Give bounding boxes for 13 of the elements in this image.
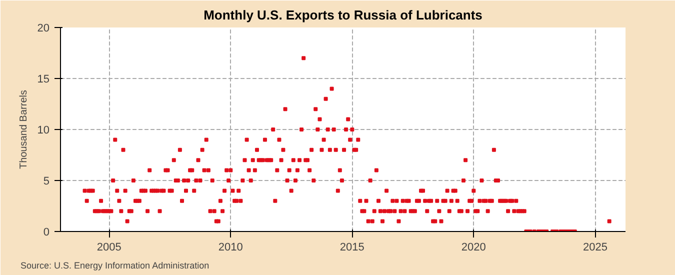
y-tick-label: 20 (37, 22, 50, 34)
y-tick-label: 10 (37, 124, 50, 136)
y-tick-label: 5 (43, 176, 50, 188)
x-tick-label: 2010 (218, 242, 243, 254)
y-tick-label: 0 (43, 226, 50, 238)
chart-title: Monthly U.S. Exports to Russia of Lubricants (204, 8, 482, 22)
x-tick-label: 2025 (582, 242, 608, 254)
source-note: Source: U.S. Energy Information Administration (20, 260, 210, 270)
x-tick-label: 2005 (96, 242, 122, 254)
y-axis-title: Thousand Barrels (18, 90, 30, 169)
x-tick-label: 2015 (340, 242, 364, 254)
y-tick-label: 15 (37, 74, 50, 86)
x-tick-label: 2020 (461, 242, 486, 254)
